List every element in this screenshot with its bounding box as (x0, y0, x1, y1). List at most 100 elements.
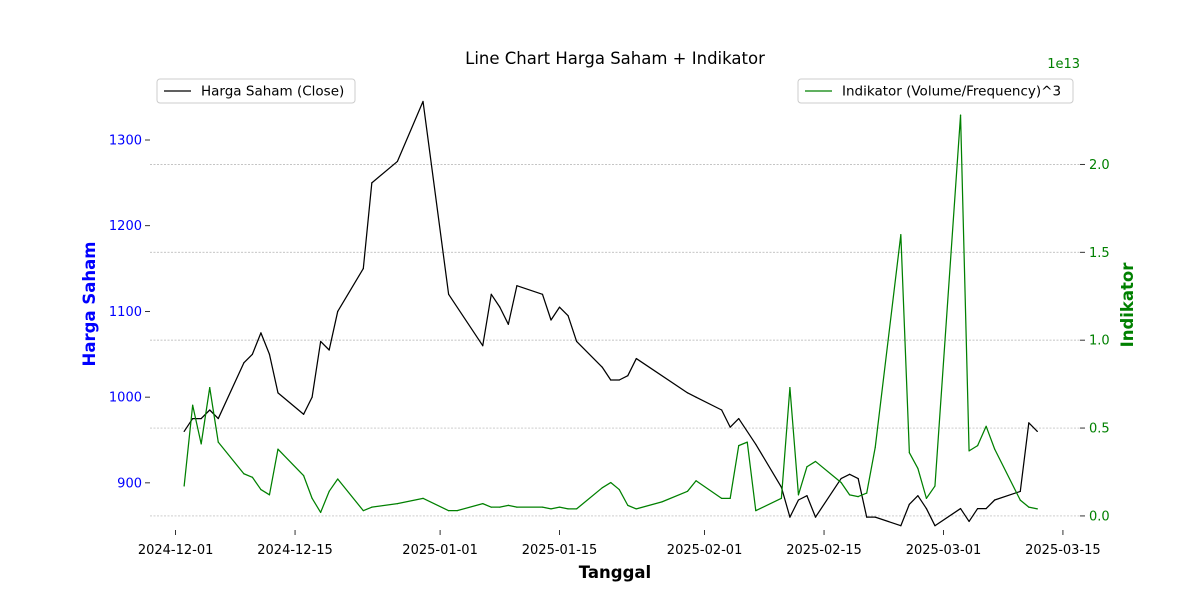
indicator-line-point (337, 478, 339, 480)
indicator-line-point (490, 506, 492, 508)
indicator-line-point (635, 508, 637, 510)
x-tick-label: 2025-01-15 (522, 543, 598, 558)
price-line-point (183, 430, 185, 433)
x-tick-label: 2025-03-15 (1025, 543, 1101, 558)
indicator-line-point (840, 481, 842, 484)
indicator-line-point (934, 485, 936, 487)
price-line-point (371, 182, 373, 184)
x-axis-label: Tanggal (579, 563, 651, 582)
price-line-point (311, 396, 313, 398)
x-tick-label: 2024-12-01 (138, 543, 214, 558)
price-line-point (320, 340, 322, 343)
y-left-tick-label: 1000 (109, 391, 142, 406)
price-line-point (1019, 490, 1021, 493)
price-line-point (729, 426, 731, 428)
price-line-point (840, 477, 842, 480)
x-tick-label: 2025-02-01 (667, 543, 743, 558)
indicator-line-point (516, 506, 518, 508)
indicator-line-point (900, 234, 902, 236)
price-line-point (849, 473, 851, 475)
price-line-point (797, 499, 800, 501)
indicator-line-point (268, 494, 271, 496)
price-line-point (558, 306, 561, 308)
price-line-point (200, 417, 202, 420)
indicator-line-point (806, 466, 808, 468)
price-line-point (959, 507, 962, 510)
price-line-point (251, 353, 253, 355)
indicator-line-point (866, 492, 868, 494)
indicator-line-point (192, 404, 194, 406)
price-line-point (934, 525, 936, 527)
indicator-line-point (217, 441, 219, 443)
y-left-tick-label: 1200 (109, 219, 142, 234)
y-right-tick-label: 0.0 (1089, 509, 1110, 524)
indicator-line-point (925, 497, 928, 499)
indicator-line-point (576, 508, 578, 510)
indicator-line-point (448, 510, 450, 512)
indicator-line-point (627, 504, 629, 506)
price-line-point (541, 293, 544, 295)
price-line-point (738, 417, 740, 420)
x-tick-label: 2025-01-01 (402, 543, 478, 558)
indicator-line-point (738, 445, 740, 447)
indicator-line-point (328, 490, 330, 492)
price-line-point (499, 306, 501, 308)
indicator-line-point (695, 480, 697, 482)
price-line-point (985, 507, 987, 510)
indicator-line-point (499, 506, 501, 508)
price-line-point (567, 315, 569, 317)
indicator-line-point (541, 506, 544, 508)
price-line-point (1036, 430, 1038, 433)
y-right-tick-label: 2.0 (1089, 158, 1110, 173)
price-line-point (268, 353, 271, 355)
price-line-point (686, 392, 689, 394)
indicator-line-point (260, 488, 262, 491)
indicator-line-point (200, 443, 202, 445)
indicator-line-point (849, 494, 851, 496)
price-line-point (601, 366, 603, 368)
indicator-line-point (994, 448, 996, 450)
price-line-point (243, 362, 245, 364)
price-line-point (874, 516, 876, 518)
price-line-point (217, 417, 219, 420)
price-line-point (857, 477, 859, 480)
x-tick-label: 2024-12-15 (257, 543, 333, 558)
indicator-line-point (422, 497, 424, 499)
price-line-point (396, 160, 399, 163)
price-line-point (866, 516, 868, 518)
indicator-line-point (320, 511, 322, 514)
price-line-point (917, 495, 919, 497)
legend-left-label: Harga Saham (Close) (201, 84, 344, 100)
price-line-point (814, 516, 817, 518)
price-line-point (422, 100, 424, 103)
x-tick-label: 2025-03-01 (906, 543, 982, 558)
y-axis-right-offset: 1e13 (1047, 57, 1080, 72)
price-line-point (806, 495, 808, 497)
price-line-point (209, 409, 211, 411)
indicator-line-point (251, 476, 253, 478)
indicator-line-point (183, 485, 185, 487)
indicator-line-point (601, 487, 603, 489)
indicator-line-point (1019, 499, 1021, 501)
indicator-line-point (721, 497, 723, 499)
price-line-point (994, 499, 996, 501)
legend-right-label: Indikator (Volume/Frequency)^3 (842, 84, 1061, 100)
x-tick-label: 2025-02-15 (786, 543, 862, 558)
price-line-point (192, 417, 194, 420)
indicator-line-point (959, 114, 962, 116)
indicator-line-point (686, 490, 689, 492)
price-line-point (977, 507, 979, 510)
series-indicator (183, 114, 1038, 514)
indicator-line-point (618, 488, 620, 491)
price-line-point (490, 293, 492, 295)
price-line-point (260, 332, 262, 334)
indicator-line-point (968, 450, 970, 452)
indicator-line-point (917, 467, 919, 470)
indicator-line-point (277, 448, 279, 450)
price-line-point (550, 319, 552, 321)
indicator-line-point (789, 387, 791, 389)
legend-right: Indikator (Volume/Frequency)^3 (797, 78, 1074, 104)
y-right-tick-label: 0.5 (1089, 422, 1110, 437)
price-line-point (900, 525, 902, 527)
